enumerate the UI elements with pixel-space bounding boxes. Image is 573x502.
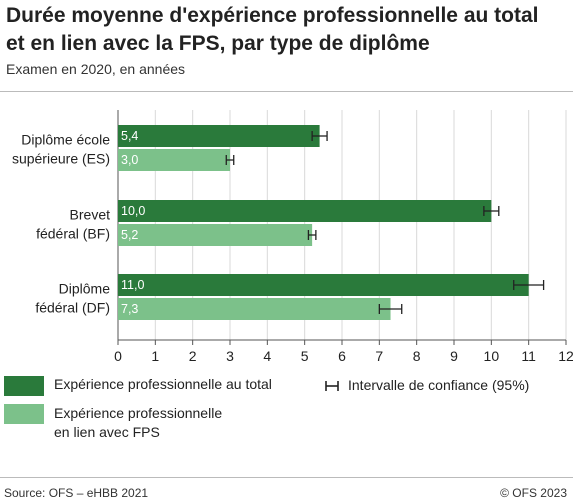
- legend-item-total: Expérience professionnelle au total: [4, 376, 272, 396]
- category-label: supérieure (ES): [12, 151, 110, 167]
- legend-swatch-total: [4, 376, 44, 396]
- legend-label-fps: Expérience professionnelle en lien avec …: [54, 404, 222, 442]
- copyright-note: © OFS 2023: [500, 486, 567, 500]
- title-line-2: et en lien avec la FPS, par type de dipl…: [6, 32, 430, 55]
- x-tick-label: 6: [338, 348, 346, 364]
- category-label: Diplôme: [59, 281, 111, 297]
- bottom-divider: [0, 477, 573, 478]
- x-tick-label: 1: [151, 348, 159, 364]
- legend-label-fps-line-1: Expérience professionnelle: [54, 405, 223, 421]
- x-tick-label: 5: [301, 348, 309, 364]
- x-tick-label: 11: [521, 348, 536, 364]
- bar-value-label: 11,0: [121, 278, 144, 292]
- x-tick-label: 10: [484, 348, 500, 364]
- legend-item-fps: Expérience professionnelle en lien avec …: [4, 404, 222, 442]
- category-label: Brevet: [70, 207, 111, 223]
- bar: [118, 149, 230, 171]
- legend-item-ci: Intervalle de confiance (95%): [324, 377, 529, 394]
- chart-subtitle: Examen en 2020, en années: [6, 61, 186, 77]
- category-label: fédéral (DF): [35, 300, 110, 316]
- confidence-interval-icon: [325, 381, 339, 391]
- bar-value-label: 5,4: [121, 129, 138, 143]
- source-note: Source: OFS – eHBB 2021: [4, 486, 149, 500]
- bar-value-label: 10,0: [121, 204, 145, 218]
- top-divider: [0, 91, 573, 92]
- bar-value-label: 7,3: [121, 302, 138, 316]
- x-tick-label: 4: [263, 348, 271, 364]
- x-tick-label: 8: [413, 348, 421, 364]
- category-label: fédéral (BF): [36, 226, 110, 242]
- bar-value-label: 5,2: [121, 228, 138, 242]
- bar: [118, 125, 320, 147]
- bar: [118, 224, 313, 246]
- legend-label-ci: Intervalle de confiance (95%): [348, 377, 530, 393]
- bar: [118, 200, 492, 222]
- x-tick-label: 2: [189, 348, 197, 364]
- legend-swatch-fps: [4, 404, 44, 424]
- bar: [118, 298, 391, 320]
- title-line-1: Durée moyenne d'expérience professionnel…: [6, 4, 539, 27]
- legend-label-total: Expérience professionnelle au total: [54, 376, 272, 392]
- x-tick-label: 9: [450, 348, 458, 364]
- x-tick-label: 0: [114, 348, 122, 364]
- bar-value-label: 3,0: [121, 153, 138, 167]
- x-tick-label: 12: [558, 348, 573, 364]
- x-tick-label: 7: [375, 348, 383, 364]
- x-tick-label: 3: [226, 348, 234, 364]
- legend-label-fps-line-2: en lien avec FPS: [54, 424, 160, 440]
- bar: [118, 274, 529, 296]
- chart-title: Durée moyenne d'expérience professionnel…: [6, 2, 566, 58]
- category-label: Diplôme école: [21, 132, 110, 148]
